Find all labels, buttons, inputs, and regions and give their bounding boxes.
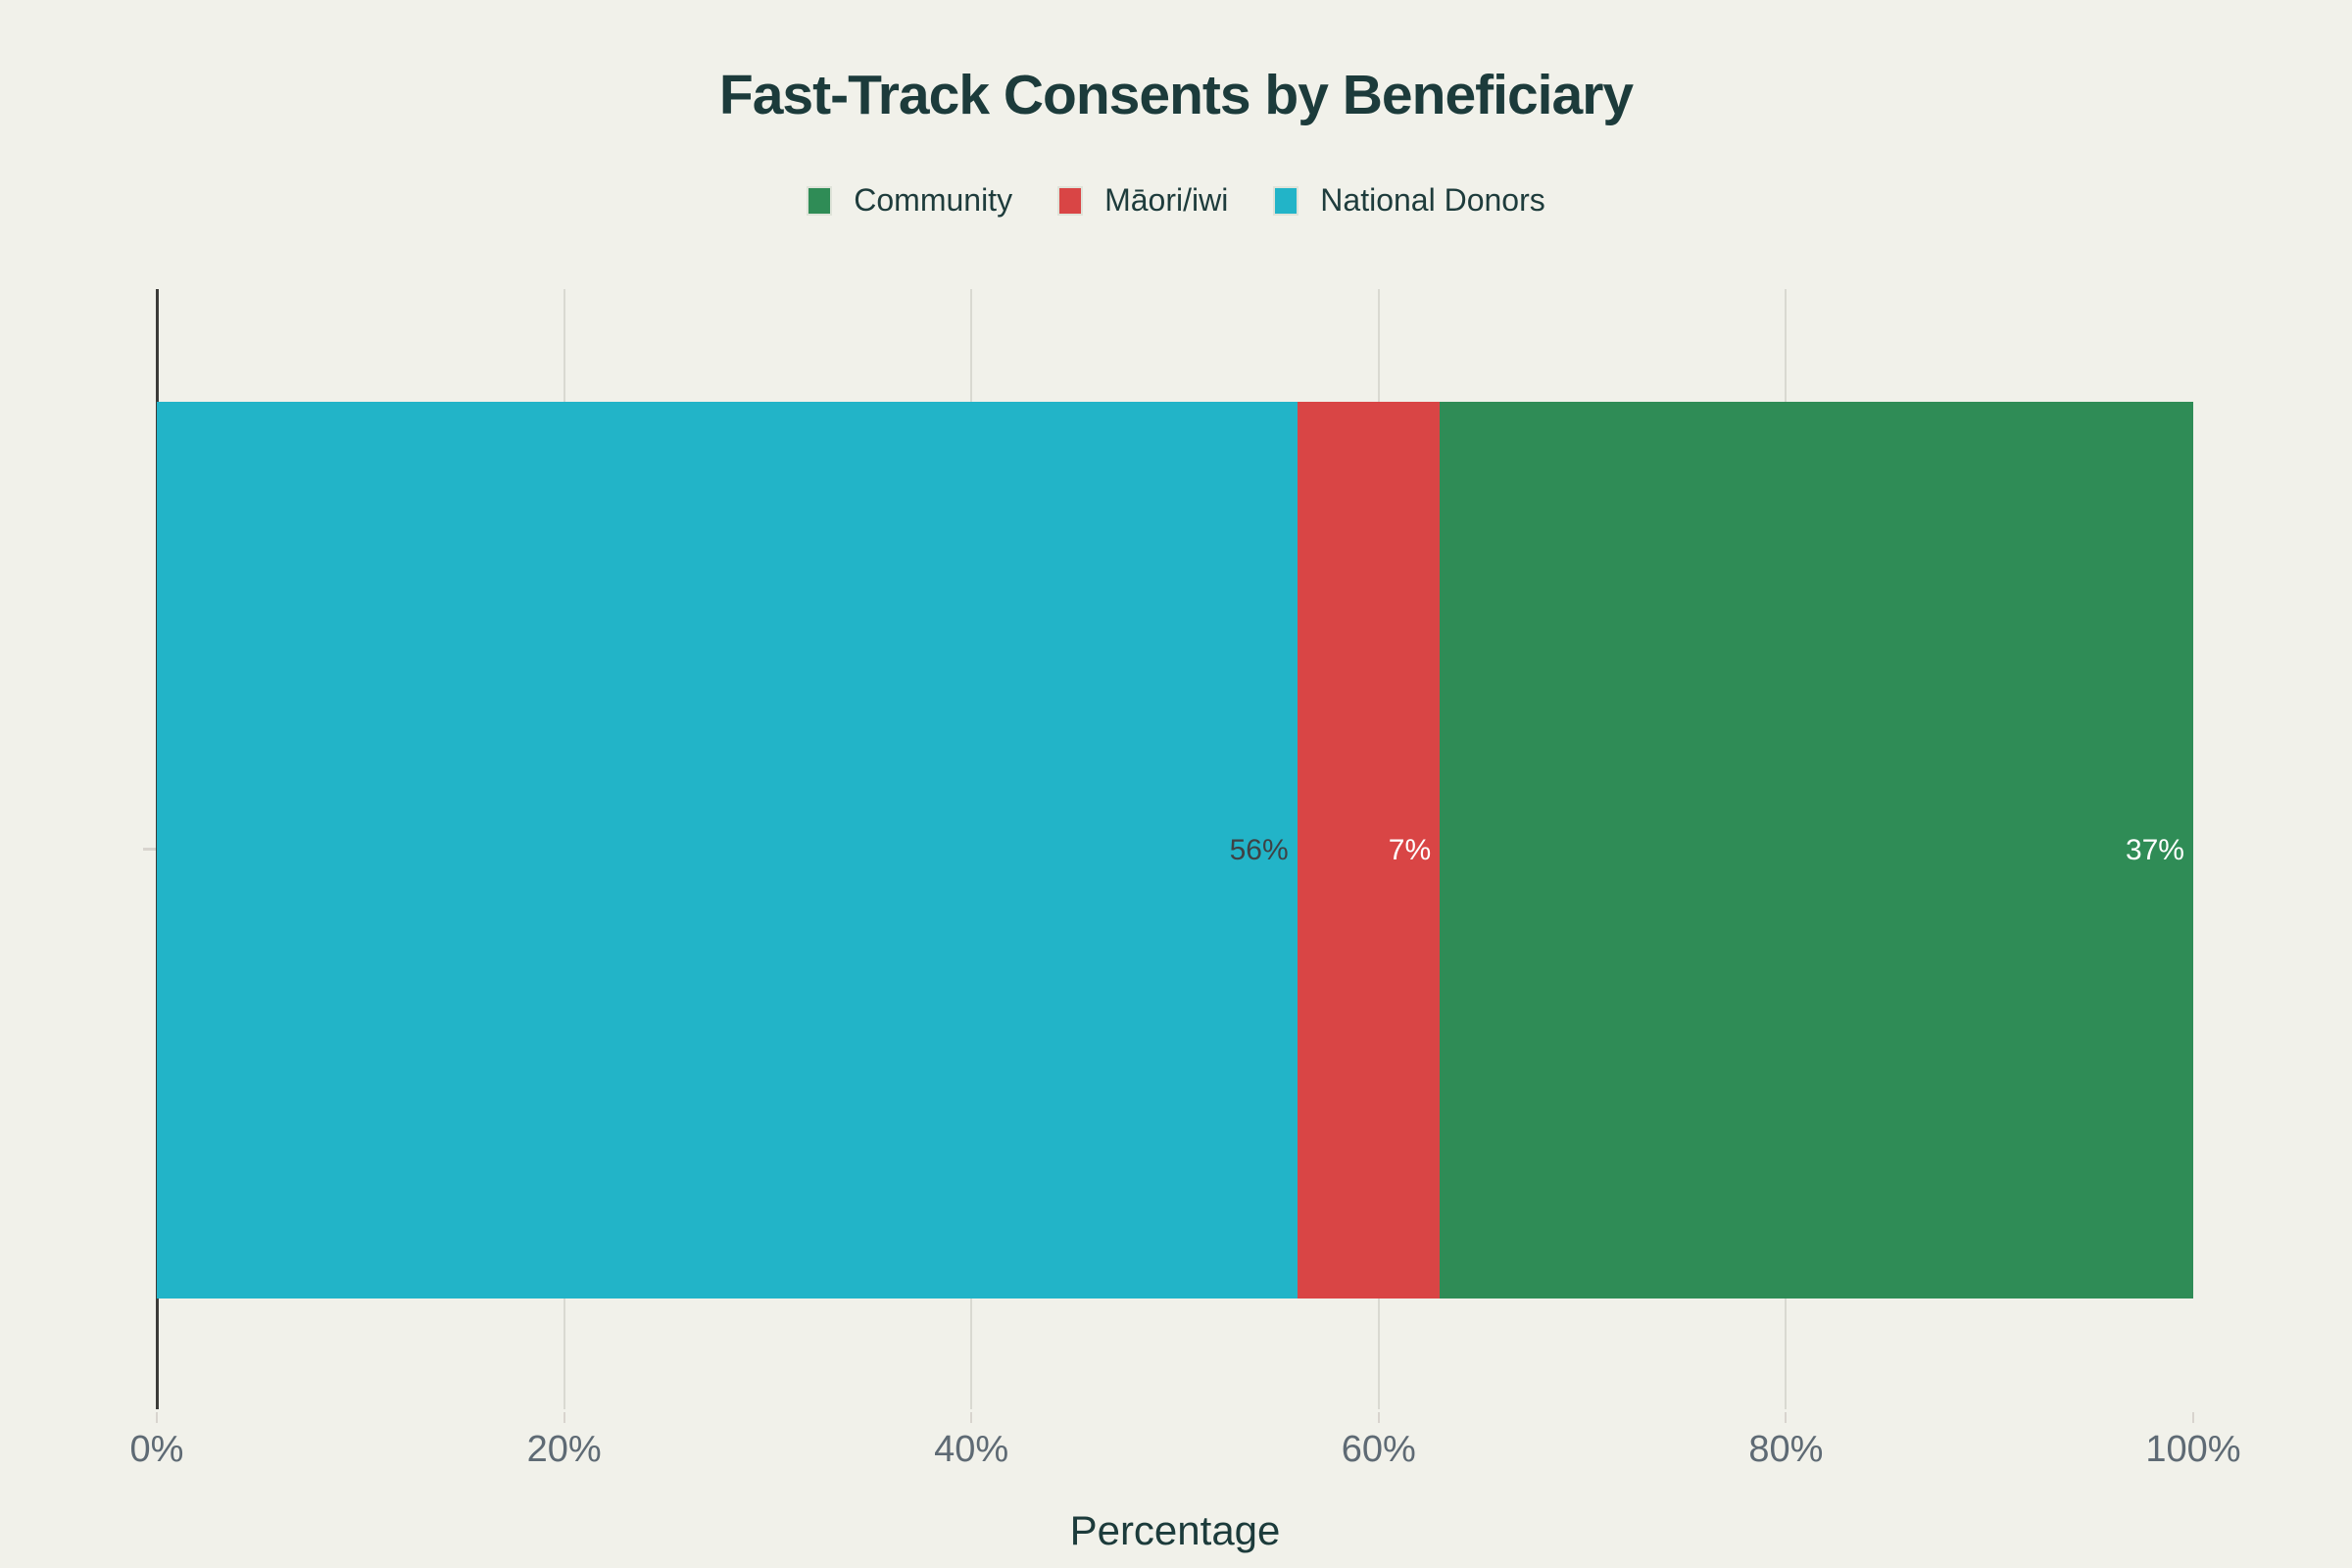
x-axis-tick: [2192, 1412, 2194, 1423]
chart-title: Fast-Track Consents by Beneficiary: [718, 64, 1634, 126]
bar-segment-value-label: 37%: [2125, 833, 2184, 866]
x-axis-tick: [563, 1412, 565, 1423]
legend: Community Māori/iwi National Donors: [0, 182, 2352, 219]
plot-area: 56% 7% 37% 0% 20% 40% 60% 80% 100%: [130, 289, 2241, 1470]
bar-segment-m-ori-iwi[interactable]: 7%: [1297, 402, 1441, 1298]
legend-swatch-icon: [807, 185, 833, 216]
legend-item-label: Māori/iwi: [1104, 182, 1229, 218]
x-axis-tick: [1785, 1412, 1788, 1423]
x-axis-tick-label: 40%: [934, 1429, 1009, 1470]
x-axis-tick-label: 0%: [129, 1429, 184, 1470]
x-axis-title: Percentage: [1069, 1507, 1281, 1553]
x-axis-tick-label: 80%: [1748, 1429, 1824, 1470]
legend-item-label: Community: [854, 182, 1013, 218]
stacked-bar: 56% 7% 37%: [157, 402, 2193, 1298]
legend-swatch-icon: [1057, 185, 1084, 216]
bar-segment-value-label: 7%: [1388, 833, 1432, 866]
x-axis-tick-label: 60%: [1341, 1429, 1416, 1470]
x-axis-tick: [970, 1412, 973, 1423]
legend-swatch-icon: [1273, 185, 1299, 216]
bar-segment-national-donors[interactable]: 56%: [157, 402, 1298, 1298]
legend-item-label: National Donors: [1320, 182, 1545, 218]
y-axis-tick: [143, 848, 156, 851]
bar-segment-community[interactable]: 37%: [1440, 402, 2193, 1298]
bar-segment-value-label: 56%: [1229, 833, 1289, 866]
x-axis-tick-label: 20%: [526, 1429, 602, 1470]
x-axis-tick: [156, 1412, 158, 1423]
x-axis-tick: [1377, 1412, 1380, 1423]
legend-item-national-donors[interactable]: National Donors: [1273, 182, 1545, 219]
legend-item-m-ori-iwi[interactable]: Māori/iwi: [1057, 182, 1228, 219]
x-axis-tick-label: 100%: [2145, 1429, 2241, 1470]
legend-item-community[interactable]: Community: [807, 182, 1012, 219]
